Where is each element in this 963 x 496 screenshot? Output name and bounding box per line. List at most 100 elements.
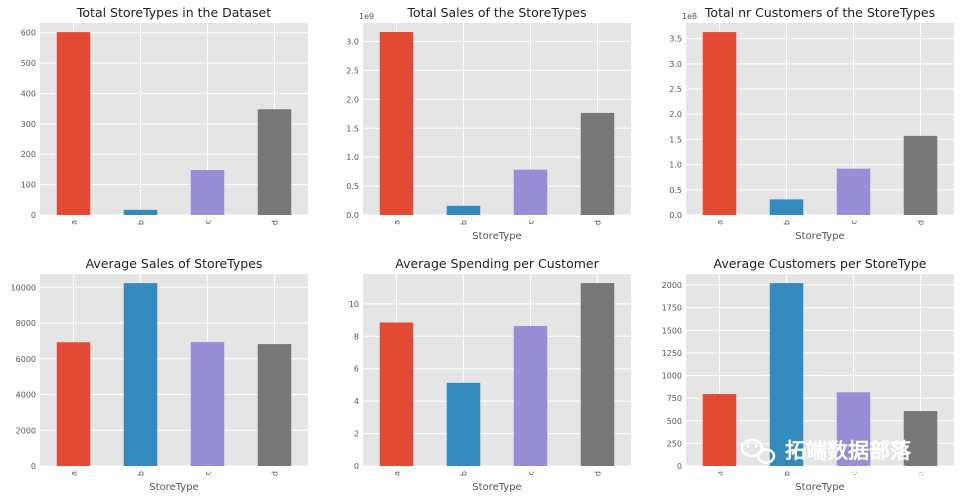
y-tick-label: 0: [677, 462, 682, 471]
bar-d: [257, 344, 292, 466]
x-tick-label: a: [393, 220, 402, 225]
y-tick-label: 2000: [662, 281, 682, 290]
wechat-logo-icon: [740, 438, 776, 464]
x-tick-label: d: [917, 471, 926, 476]
bar-b: [446, 205, 481, 215]
y-tick-label: 1.0: [669, 161, 682, 170]
y-tick-label: 400: [21, 89, 36, 98]
y-tick-label: 300: [21, 120, 36, 129]
x-axis-label: StoreType: [795, 231, 844, 242]
x-tick-label: d: [594, 471, 603, 476]
y-offset-label: 1e8: [682, 12, 697, 21]
y-tick-label: 2: [354, 430, 359, 439]
x-axis-label: StoreType: [795, 482, 844, 493]
bar-a: [379, 322, 414, 466]
chart-panel-2: 0.0 0.5 1.0 1.5 2.0 2.5 3.0 a b c d StoreType Total …: [346, 5, 631, 242]
x-axis-label: StoreType: [149, 482, 198, 493]
chart-panel-5: 0 2 4 6 8 10 a b c d StoreType Average Spending per…: [349, 256, 631, 493]
watermark-overlay-text: @稀土掘金技术社区: [790, 464, 925, 482]
y-tick-label: 4: [354, 397, 359, 406]
x-tick-label: c: [850, 471, 859, 475]
y-tick-label: 10: [349, 300, 359, 309]
x-tick-label: b: [460, 220, 469, 225]
x-tick-label: b: [783, 220, 792, 225]
watermark: 拓端数据部落 https://blog.csdn.net/qq_19600291…: [700, 438, 963, 487]
x-tick-label: b: [137, 220, 146, 225]
x-tick-label: a: [393, 471, 402, 476]
chart-panel-3: 0.0 0.5 1.0 1.5 2.0 2.5 3.0 3.5 a b c d StoreType Tot…: [669, 5, 954, 242]
y-tick-label: 1250: [662, 349, 682, 358]
bar-c: [190, 170, 225, 215]
x-tick-label: a: [70, 471, 79, 476]
y-tick-label: 0: [31, 211, 36, 220]
chart-title: Total nr Customers of the StoreTypes: [704, 5, 935, 20]
x-tick-label: c: [527, 220, 536, 224]
x-tick-label: c: [204, 471, 213, 475]
chart-panel-4: 0 2000 4000 6000 8000 10000 a b c d StoreType Avera…: [11, 256, 308, 493]
bar-a: [56, 342, 91, 466]
y-tick-label: 2000: [16, 426, 36, 435]
chart-title: Total StoreTypes in the Dataset: [76, 5, 271, 20]
bar-c: [513, 169, 548, 215]
x-tick-label: d: [917, 220, 926, 225]
bar-b: [123, 209, 158, 215]
bar-b: [769, 199, 804, 215]
bar-b: [446, 382, 481, 466]
x-tick-label: b: [460, 471, 469, 476]
bar-d: [903, 135, 938, 215]
bar-a: [56, 32, 91, 215]
x-tick-label: c: [204, 220, 213, 224]
x-axis-label: StoreType: [472, 482, 521, 493]
bar-a: [702, 394, 737, 466]
x-tick-label: d: [271, 471, 280, 476]
y-tick-label: 1750: [662, 304, 682, 313]
chart-title: Total Sales of the StoreTypes: [406, 5, 586, 20]
y-tick-label: 0: [31, 462, 36, 471]
y-tick-label: 1500: [662, 326, 682, 335]
watermark-url-text: https://blog.csdn.net/qq_19600291: [700, 468, 963, 487]
y-tick-label: 6: [354, 365, 359, 374]
x-tick-label: a: [716, 471, 725, 476]
x-tick-label: b: [137, 471, 146, 476]
y-tick-label: 8000: [16, 319, 36, 328]
bar-d: [580, 283, 615, 466]
x-tick-label: d: [271, 220, 280, 225]
y-tick-label: 6000: [16, 355, 36, 364]
bar-c: [513, 326, 548, 466]
x-axis-label: StoreType: [472, 231, 521, 242]
y-tick-label: 10000: [11, 283, 36, 292]
x-tick-label: d: [594, 220, 603, 225]
chart-title: Average Customers per StoreType: [714, 256, 927, 271]
y-tick-label: 250: [667, 439, 682, 448]
y-tick-label: 2.5: [346, 66, 359, 75]
y-tick-label: 200: [21, 150, 36, 159]
y-tick-label: 3.5: [669, 35, 682, 44]
watermark-main-text: 拓端数据部落: [785, 439, 912, 463]
y-tick-label: 100: [21, 181, 36, 190]
y-tick-label: 0.0: [346, 211, 359, 220]
y-tick-label: 1.0: [346, 153, 359, 162]
y-tick-label: 0.5: [669, 186, 682, 195]
x-tick-label: c: [850, 220, 859, 224]
y-tick-label: 500: [21, 59, 36, 68]
y-tick-label: 600: [21, 29, 36, 38]
bar-c: [836, 168, 871, 215]
bar-a: [379, 31, 414, 216]
y-tick-label: 8: [354, 332, 359, 341]
y-offset-label: 1e9: [359, 12, 374, 21]
y-tick-label: 1.5: [669, 135, 682, 144]
y-tick-label: 2.5: [669, 85, 682, 94]
y-tick-label: 4000: [16, 391, 36, 400]
chart-panel-6: 0 250 500 750 1000 1250 1500 1750 2000 a b c d StoreT…: [662, 256, 954, 493]
x-tick-label: c: [527, 471, 536, 475]
bar-c: [190, 342, 225, 466]
bar-d: [580, 112, 615, 215]
x-tick-label: b: [783, 471, 792, 476]
x-tick-label: a: [70, 220, 79, 225]
bar-b: [769, 283, 804, 466]
bar-b: [123, 283, 158, 466]
chart-panel-1: 0 100 200 300 400 500 600 a b c d Total StoreTypes …: [21, 5, 308, 225]
y-tick-label: 1000: [662, 372, 682, 381]
